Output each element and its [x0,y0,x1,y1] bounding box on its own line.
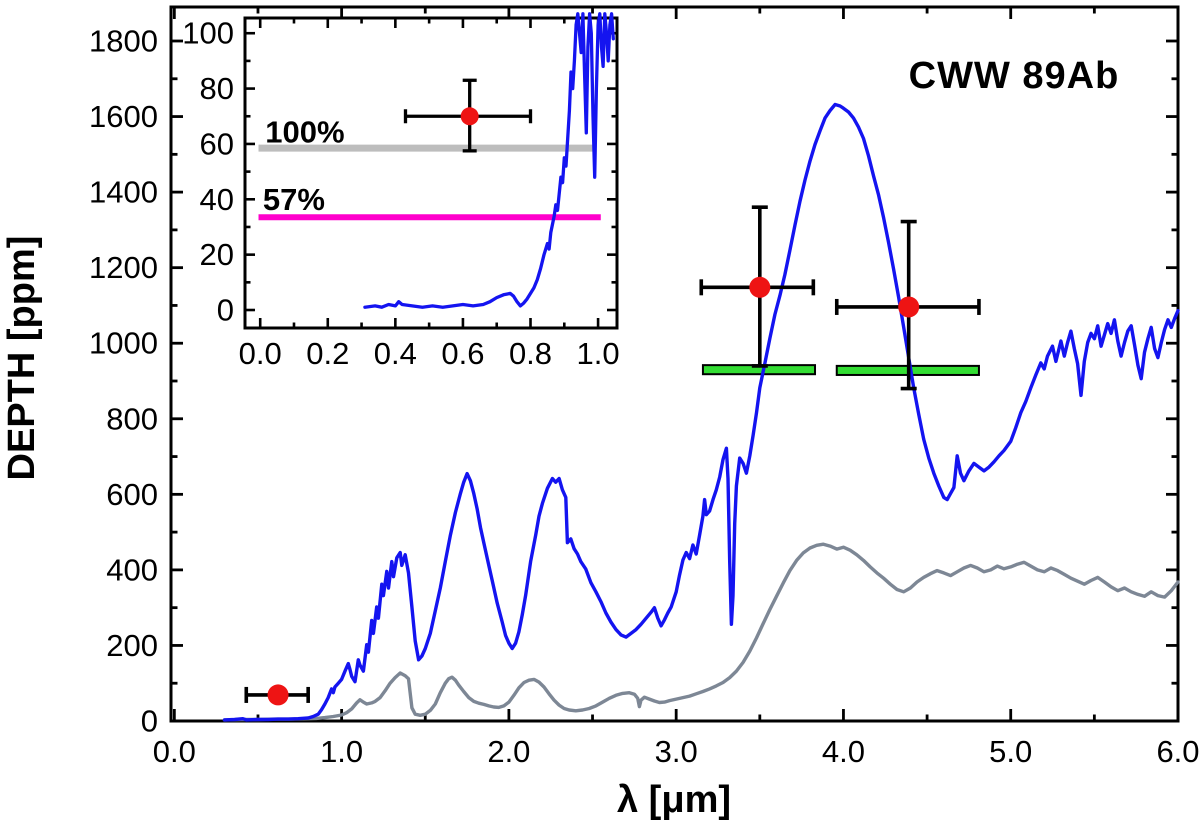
blue-model-spectrum-inset [363,12,615,309]
y-tick-label: 0 [217,293,234,328]
axes-frame [243,16,619,330]
axes-frame [169,5,1180,723]
line-100pct-label: 100% [265,115,344,150]
y-tick-label: 800 [106,401,158,436]
y-tick-label: 1800 [89,24,158,59]
data-point-optical-inset [403,78,533,153]
y-axis-label: DEPTH [ppm] [1,236,43,481]
inset-background [245,18,617,328]
y-tick-label: 60 [200,126,234,161]
y-tick-label: 1600 [89,99,158,134]
red-marker [749,276,771,298]
inset-zoom-panel: 0.0 0.2 0.4 0.6 0.8 1.0 0 20 40 60 80 100 100% 57% [182,12,620,371]
data-point-3.6um [699,205,816,368]
y-tick-label: 1200 [89,250,158,285]
main-plot: 0.0 1.0 2.0 3.0 4.0 5.0 6.00200400600800100012… [89,5,1200,769]
y-tick-label: 40 [200,182,234,217]
x-tick-label: 4.0 [822,734,865,769]
x-tick-label: 1.0 [320,734,363,769]
x-tick-label: 0.8 [509,336,552,371]
y-tick-label: 0 [141,704,158,739]
x-tick-label: 3.0 [655,734,698,769]
red-marker [898,296,920,318]
gray-model-spectrum [222,542,1180,722]
red-marker [267,684,289,706]
y-tick-label: 600 [106,477,158,512]
y-tick-label: 1400 [89,175,158,210]
plot-title: CWW 89Ab [909,55,1120,97]
x-tick-label: 1.0 [577,336,620,371]
x-tick-label: 2.0 [487,734,530,769]
blue-model-spectrum [222,102,1180,722]
y-tick-label: 100 [182,16,234,51]
data-point-optical [244,684,310,706]
y-tick-label: 1000 [89,326,158,361]
y-tick-label: 200 [106,628,158,663]
x-tick-label: 0.6 [441,336,484,371]
x-tick-label: 0.4 [374,336,417,371]
y-tick-label: 400 [106,552,158,587]
line-57pct-label: 57% [263,182,325,217]
x-tick-label: 0.0 [153,734,196,769]
y-tick-label: 20 [200,237,234,272]
data-point-4.5um [834,219,981,391]
x-tick-label: 5.0 [989,734,1032,769]
x-tick-label: 6.0 [1156,734,1199,769]
red-marker [460,107,479,126]
x-axis-label: λ [μm] [617,779,731,821]
y-tick-label: 80 [200,71,234,106]
x-tick-label: 0.2 [306,336,349,371]
x-tick-label: 0.0 [239,336,282,371]
